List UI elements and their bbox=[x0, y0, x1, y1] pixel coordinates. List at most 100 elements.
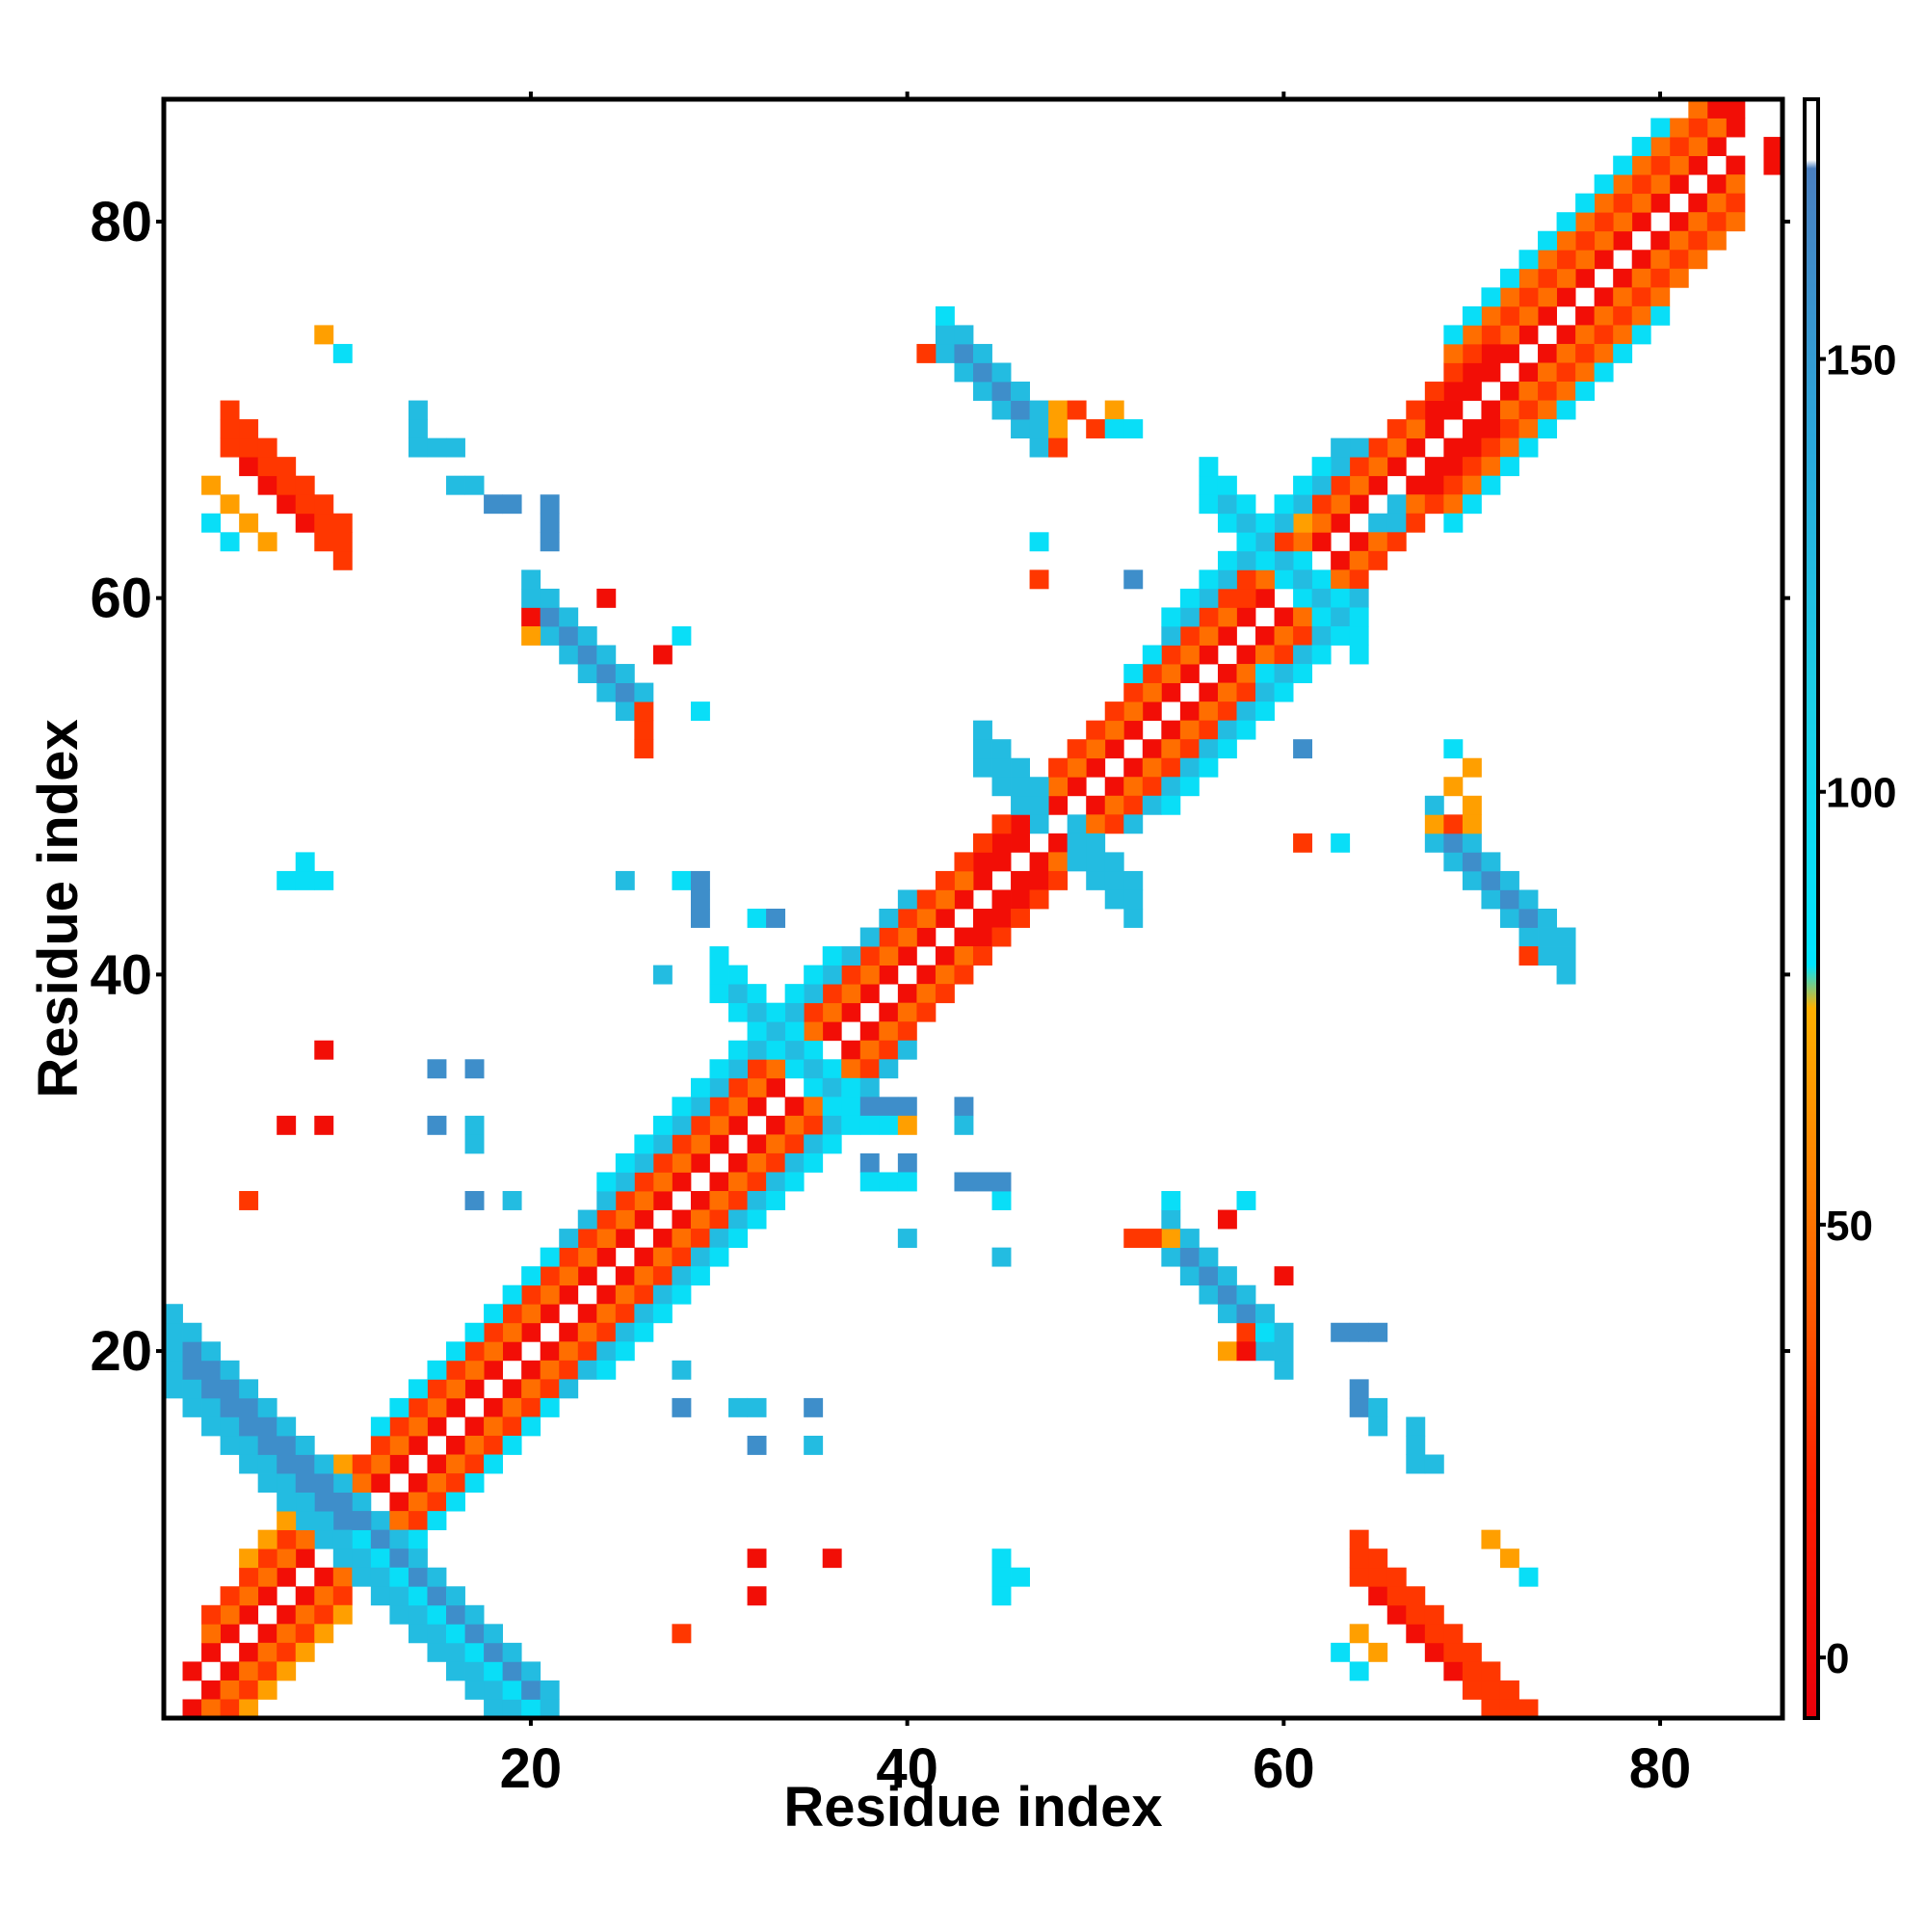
heatmap-cell bbox=[164, 1379, 183, 1399]
heatmap-cell bbox=[672, 1097, 692, 1117]
heatmap-cell bbox=[1274, 569, 1294, 590]
heatmap-cell bbox=[446, 1397, 465, 1417]
heatmap-cell bbox=[1311, 645, 1332, 665]
heatmap-cell bbox=[1199, 475, 1219, 495]
heatmap-cell bbox=[879, 1097, 899, 1117]
heatmap-cell bbox=[1048, 757, 1069, 778]
heatmap-cell bbox=[1575, 343, 1596, 363]
heatmap-cell bbox=[634, 1191, 654, 1210]
heatmap-cell bbox=[220, 494, 240, 515]
y-tick-label: 40 bbox=[90, 943, 152, 1006]
heatmap-cell bbox=[897, 1040, 917, 1060]
heatmap-cell bbox=[370, 1548, 390, 1569]
heatmap-cell bbox=[408, 1586, 428, 1606]
heatmap-cell bbox=[408, 1624, 428, 1644]
heatmap-cell bbox=[973, 757, 992, 778]
heatmap-cell bbox=[822, 1134, 842, 1154]
heatmap-cell bbox=[935, 343, 955, 363]
heatmap-cell bbox=[1217, 664, 1237, 683]
heatmap-cell bbox=[1518, 1699, 1539, 1719]
heatmap-cells bbox=[164, 99, 1783, 1719]
heatmap-cell bbox=[1368, 1322, 1388, 1342]
heatmap-cell bbox=[427, 1360, 447, 1380]
heatmap-cell bbox=[690, 1152, 710, 1173]
heatmap-cell bbox=[1406, 1416, 1426, 1437]
heatmap-cell bbox=[239, 1397, 259, 1417]
heatmap-cell bbox=[672, 870, 692, 890]
heatmap-cell bbox=[1236, 550, 1256, 570]
heatmap-cell bbox=[484, 494, 504, 515]
heatmap-cell bbox=[1011, 757, 1030, 778]
heatmap-cell bbox=[690, 909, 710, 928]
heatmap-cell bbox=[1311, 607, 1332, 627]
heatmap-cell bbox=[1274, 607, 1294, 627]
heatmap-cell bbox=[464, 1624, 485, 1644]
heatmap-cell bbox=[784, 1172, 805, 1192]
heatmap-cell bbox=[1556, 325, 1576, 345]
x-axis-ticks: 20 40 60 80 bbox=[500, 92, 1691, 1800]
heatmap-cell bbox=[502, 1379, 522, 1399]
heatmap-cell bbox=[1217, 475, 1237, 495]
heatmap-cell bbox=[1443, 362, 1464, 383]
heatmap-cell bbox=[822, 1548, 842, 1569]
heatmap-cell bbox=[1331, 457, 1351, 477]
heatmap-cell bbox=[1481, 870, 1501, 890]
heatmap-cell bbox=[747, 1021, 767, 1042]
heatmap-cell bbox=[1179, 701, 1200, 722]
heatmap-cell bbox=[427, 1492, 447, 1512]
heatmap-cell bbox=[634, 1134, 654, 1154]
heatmap-cell bbox=[427, 1624, 447, 1644]
heatmap-cell bbox=[370, 1511, 390, 1531]
heatmap-cell bbox=[1236, 682, 1256, 702]
heatmap-cell bbox=[954, 1172, 974, 1192]
heatmap-cell bbox=[784, 1059, 805, 1079]
heatmap-cell bbox=[1706, 230, 1727, 251]
heatmap-cell bbox=[257, 1397, 277, 1417]
heatmap-cell bbox=[484, 1435, 504, 1455]
heatmap-cell bbox=[1368, 532, 1388, 552]
heatmap-cell bbox=[277, 1416, 297, 1437]
heatmap-cell bbox=[709, 1209, 729, 1230]
heatmap-cell bbox=[1142, 664, 1162, 683]
heatmap-cell bbox=[352, 1529, 372, 1549]
heatmap-cell bbox=[1349, 588, 1369, 608]
heatmap-cell bbox=[1067, 852, 1087, 872]
heatmap-cell bbox=[220, 1416, 240, 1437]
heatmap-cell bbox=[220, 1604, 240, 1625]
heatmap-cell bbox=[1650, 305, 1671, 326]
heatmap-cell bbox=[464, 1473, 485, 1493]
heatmap-cell bbox=[577, 645, 597, 665]
heatmap-cell bbox=[1349, 1322, 1369, 1342]
heatmap-cell bbox=[1462, 1661, 1482, 1681]
heatmap-cell bbox=[257, 532, 277, 552]
heatmap-cell bbox=[1293, 588, 1313, 608]
heatmap-cell bbox=[596, 1172, 617, 1192]
heatmap-cell bbox=[1311, 532, 1332, 552]
heatmap-cell bbox=[502, 1416, 522, 1437]
heatmap-cell bbox=[1726, 99, 1746, 119]
heatmap-cell bbox=[1518, 268, 1539, 288]
heatmap-cell bbox=[879, 1172, 899, 1192]
heatmap-cell bbox=[1199, 607, 1219, 627]
heatmap-cell bbox=[822, 984, 842, 1004]
heatmap-cell bbox=[1123, 419, 1144, 439]
heatmap-cell bbox=[1462, 419, 1482, 439]
heatmap-cell bbox=[1199, 457, 1219, 477]
heatmap-cell bbox=[728, 1115, 748, 1135]
heatmap-cell bbox=[521, 1397, 541, 1417]
heatmap-cell bbox=[464, 1435, 485, 1455]
heatmap-cell bbox=[427, 1511, 447, 1531]
heatmap-cell bbox=[427, 1473, 447, 1493]
heatmap-cell bbox=[1499, 419, 1519, 439]
heatmap-cell bbox=[1179, 1266, 1200, 1286]
heatmap-cell bbox=[991, 400, 1012, 420]
heatmap-cell bbox=[747, 1191, 767, 1210]
heatmap-cell bbox=[1086, 852, 1106, 872]
heatmap-cell bbox=[446, 1360, 465, 1380]
heatmap-cell bbox=[1331, 607, 1351, 627]
heatmap-cell bbox=[540, 1360, 560, 1380]
heatmap-cell bbox=[1217, 682, 1237, 702]
heatmap-cell bbox=[1631, 325, 1651, 345]
heatmap-cell bbox=[728, 984, 748, 1004]
heatmap-cell bbox=[201, 1699, 221, 1719]
